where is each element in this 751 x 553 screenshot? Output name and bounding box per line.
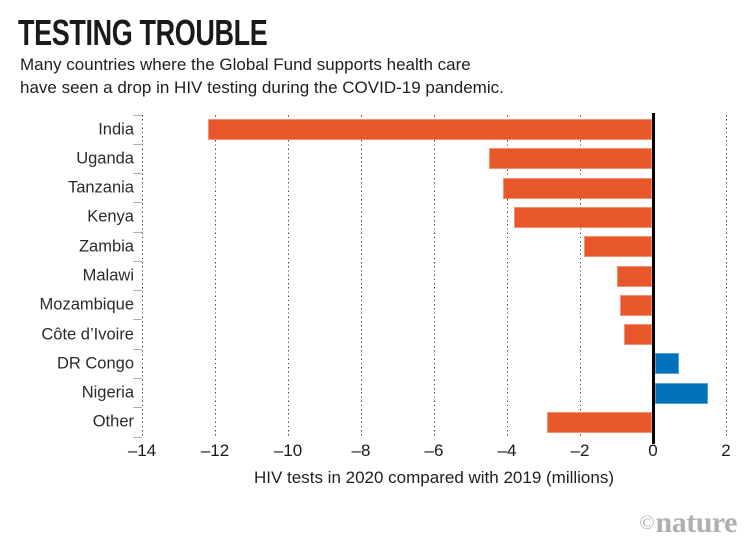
x-tick-label--4: –4 bbox=[497, 441, 517, 460]
gridline--2 bbox=[579, 115, 581, 437]
nature-credit: ©nature bbox=[639, 506, 737, 540]
gridline--6 bbox=[433, 115, 435, 437]
y-axis-tick bbox=[133, 114, 142, 116]
bar-zambia bbox=[583, 236, 652, 258]
category-label-kenya: Kenya bbox=[87, 207, 134, 226]
subtitle-line-2: have seen a drop in HIV testing during t… bbox=[20, 78, 504, 97]
y-axis-tick bbox=[133, 319, 142, 321]
category-label-zambia: Zambia bbox=[78, 237, 134, 256]
y-axis-tick bbox=[133, 436, 142, 438]
y-axis-tick bbox=[133, 407, 142, 409]
category-label-dr-congo: DR Congo bbox=[56, 354, 134, 373]
gridline--4 bbox=[506, 115, 508, 437]
y-axis-tick bbox=[133, 173, 142, 175]
bar-tanzania bbox=[503, 177, 652, 199]
x-tick-label--8: –8 bbox=[351, 441, 371, 460]
bar-india bbox=[207, 119, 652, 141]
subtitle-line-1: Many countries where the Global Fund sup… bbox=[20, 55, 471, 74]
category-label-mozambique: Mozambique bbox=[39, 295, 134, 314]
x-tick-label--10: –10 bbox=[273, 441, 303, 460]
x-tick-label-0: 0 bbox=[648, 441, 658, 460]
category-label-india: India bbox=[98, 120, 134, 139]
bar-malawi bbox=[616, 265, 652, 287]
category-label-uganda: Uganda bbox=[76, 149, 134, 168]
copyright-icon: © bbox=[639, 512, 656, 534]
chart-subtitle: Many countries where the Global Fund sup… bbox=[20, 53, 504, 99]
bar-mozambique bbox=[620, 294, 652, 316]
y-axis-tick bbox=[133, 202, 142, 204]
bar-c-te-d-ivoire bbox=[623, 324, 652, 346]
bar-nigeria bbox=[655, 382, 708, 404]
y-axis-tick bbox=[133, 143, 142, 145]
bar-dr-congo bbox=[655, 353, 679, 375]
x-axis-title: HIV tests in 2020 compared with 2019 (mi… bbox=[254, 468, 614, 487]
x-tick-label--14: –14 bbox=[127, 441, 157, 460]
chart-title: TESTING TROUBLE bbox=[18, 12, 268, 53]
y-axis-tick bbox=[133, 260, 142, 262]
x-tick-label-2: 2 bbox=[721, 441, 731, 460]
x-tick-label--6: –6 bbox=[424, 441, 444, 460]
nature-logo: nature bbox=[655, 506, 738, 539]
y-axis-tick bbox=[133, 290, 142, 292]
gridline--10 bbox=[287, 115, 289, 437]
x-tick-label--12: –12 bbox=[200, 441, 230, 460]
x-tick-label--2: –2 bbox=[570, 441, 590, 460]
bar-kenya bbox=[514, 206, 652, 228]
category-label-c-te-d-ivoire: Côte d’Ivoire bbox=[41, 325, 134, 344]
category-label-tanzania: Tanzania bbox=[67, 178, 134, 197]
y-axis-tick bbox=[133, 377, 142, 379]
y-axis-tick bbox=[133, 348, 142, 350]
y-axis-tick bbox=[133, 231, 142, 233]
zero-baseline bbox=[651, 113, 655, 444]
gridline-2 bbox=[725, 115, 727, 437]
category-label-nigeria: Nigeria bbox=[81, 383, 134, 402]
gridline--8 bbox=[360, 115, 362, 437]
bar-uganda bbox=[488, 148, 652, 170]
category-label-other: Other bbox=[92, 412, 134, 431]
gridline--14 bbox=[141, 115, 143, 437]
category-label-malawi: Malawi bbox=[82, 266, 134, 285]
bar-other bbox=[547, 411, 652, 433]
gridline--12 bbox=[214, 115, 216, 437]
